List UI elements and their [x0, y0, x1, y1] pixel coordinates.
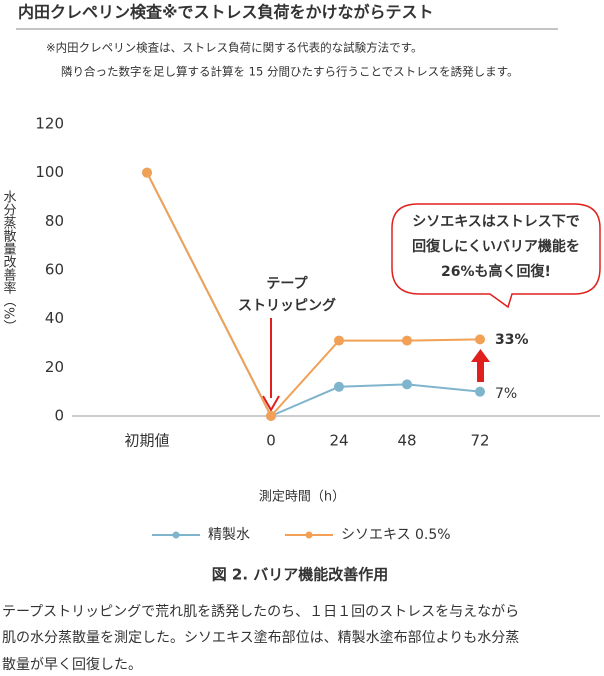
end-label: 33% [495, 332, 529, 348]
legend-marker [172, 531, 180, 539]
note: 隣り合った数字を足し算する計算を 15 分間ひたすら行うことでストレスを誘発しま… [61, 65, 518, 79]
caption: 図 2. バリア機能改善作用 [212, 566, 389, 584]
y-label: 水分蒸散量改善率（%） [1, 190, 17, 332]
up-arrow [477, 360, 484, 382]
data-point [475, 334, 485, 345]
up-arrowhead [471, 349, 490, 362]
legend-label: 精製水 [208, 527, 250, 543]
callout-text: 26%も高く回復! [441, 263, 551, 280]
body-text: 散量が早く回復した。 [2, 656, 142, 673]
annotation-arrowhead [262, 395, 280, 413]
x-label: 測定時間（h） [259, 490, 345, 505]
body-text: 肌の水分蒸散量を測定した。シソエキス塗布部位は、精製水塗布部位よりも水分蒸 [2, 629, 519, 646]
x-tick-label: 初期値 [124, 432, 169, 450]
x-tick-label: 24 [329, 432, 348, 450]
data-point [334, 335, 344, 346]
data-point [142, 167, 152, 178]
arrow-label: ストリッピング [238, 297, 336, 314]
callout-text: 回復しにくいバリア機能を [412, 238, 580, 255]
data-point [475, 386, 485, 397]
x-tick-label: 72 [470, 432, 489, 450]
callout-bubble [391, 203, 601, 309]
data-point [402, 335, 412, 346]
x-tick-label: 48 [397, 432, 416, 450]
y-tick-label: 60 [45, 261, 64, 279]
data-point [334, 381, 344, 392]
legend-marker [305, 531, 313, 539]
y-tick-label: 40 [45, 309, 64, 327]
x-tick-label: 0 [266, 432, 276, 450]
y-tick-label: 80 [45, 212, 64, 230]
arrow-label: テープ [266, 276, 308, 292]
y-tick-label: 100 [35, 163, 64, 181]
note: ※内田クレペリン検査は、ストレス負荷に関する代表的な試験方法です。 [46, 41, 422, 55]
data-point [266, 411, 276, 421]
callout-text: シソエキスはストレス下で [412, 214, 580, 230]
data-point [402, 379, 412, 390]
y-tick-label: 20 [45, 358, 64, 376]
legend-label: シソエキス 0.5% [341, 527, 451, 543]
title: 内田クレペリン検査※でストレス負荷をかけながらテスト [18, 3, 434, 22]
y-tick-label: 120 [35, 115, 64, 133]
end-label: 7% [495, 386, 517, 402]
body-text: テープストリッピングで荒れ肌を誘発したのち、１日１回のストレスを与えながら [2, 604, 519, 620]
y-tick-label: 0 [54, 407, 64, 425]
